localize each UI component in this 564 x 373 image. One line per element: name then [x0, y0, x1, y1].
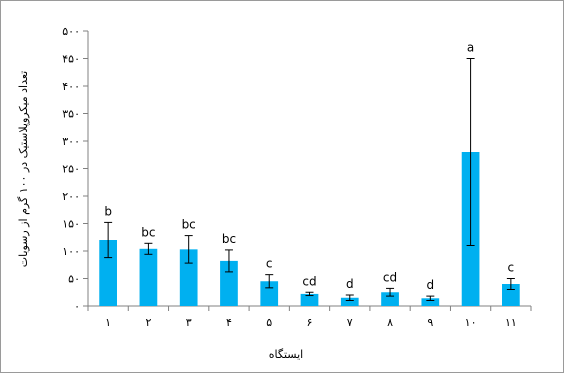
y-tick-label-3: ۱۵۰ — [62, 218, 80, 231]
bar-11 — [502, 284, 520, 306]
y-tick-label-8: ۴۰۰ — [62, 80, 80, 93]
x-tick-label-7: ۷ — [347, 316, 353, 329]
x-tick-label-2: ۲ — [145, 316, 151, 329]
x-tick-label-9: ۹ — [427, 316, 433, 329]
bar-8 — [381, 292, 399, 306]
significance-letter-4: bc — [222, 232, 236, 246]
x-tick-label-10: ۱۰ — [465, 316, 477, 329]
bar-7 — [340, 297, 359, 306]
significance-letter-3: bc — [182, 218, 196, 232]
bar-6 — [300, 293, 319, 306]
bar-2 — [139, 248, 158, 306]
y-tick-label-0: ۰ — [74, 300, 80, 313]
y-tick-label-2: ۱۰۰ — [62, 245, 80, 258]
y-tick-label-1: ۵۰ — [68, 273, 80, 286]
significance-letter-9: d — [427, 278, 435, 292]
significance-letter-1: b — [104, 204, 112, 218]
significance-letter-2: bc — [141, 225, 155, 239]
x-tick-label-1: ۱ — [105, 316, 111, 329]
y-tick-label-4: ۲۰۰ — [62, 190, 80, 203]
y-axis-label: تعداد میکروپلاستیک در ۱۰۰ گرم از رسوبات — [17, 71, 30, 268]
y-tick-label-6: ۳۰۰ — [62, 135, 80, 148]
y-tick-label-9: ۴۵۰ — [62, 53, 80, 66]
x-tick-label-5: ۵ — [266, 316, 272, 329]
bar-9 — [421, 298, 440, 306]
x-tick-label-6: ۶ — [307, 316, 313, 329]
significance-letter-6: cd — [302, 274, 316, 288]
bar-4 — [220, 260, 238, 306]
x-tick-label-11: ۱۱ — [505, 316, 517, 329]
bar-3 — [179, 249, 198, 306]
significance-letter-11: c — [508, 261, 515, 275]
significance-letter-8: cd — [383, 270, 397, 284]
y-tick-label-10: ۵۰۰ — [62, 25, 80, 38]
x-tick-label-3: ۳ — [186, 316, 192, 329]
x-tick-label-4: ۴ — [226, 316, 232, 329]
x-tick-label-8: ۸ — [387, 316, 393, 329]
y-tick-label-7: ۳۵۰ — [62, 108, 80, 121]
bar-5 — [260, 281, 279, 306]
significance-letter-5: c — [266, 257, 273, 271]
bar-1 — [99, 240, 117, 306]
significance-letter-7: d — [346, 277, 354, 291]
x-axis-label: ایستگاه — [269, 348, 303, 361]
significance-letter-10: a — [467, 41, 474, 55]
y-tick-label-5: ۲۵۰ — [62, 163, 80, 176]
